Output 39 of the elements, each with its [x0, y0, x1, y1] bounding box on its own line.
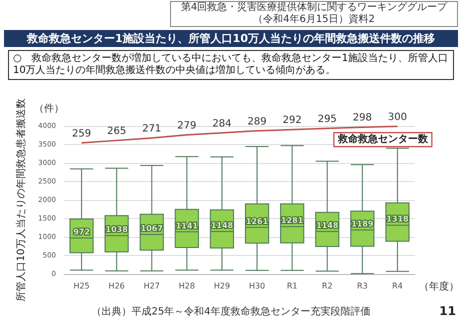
data-label: 289 — [248, 116, 267, 128]
chart-subtitle: ○ 救命救急センター数が増加している中においても、救命救急センター1施設当たり、所管人口10万人当たりの年間救急搬送件数の中央値は増加している傾向がある。 — [8, 50, 454, 80]
x-tick-label: H28 — [178, 282, 195, 290]
x-tick-label: R3 — [357, 282, 368, 290]
data-label: 292 — [282, 115, 302, 126]
y-axis-title: 所管人口10万人当たりの年間救急患者搬送数 — [14, 98, 27, 302]
x-axis-title: （年度） — [419, 280, 459, 292]
text: 1318 — [386, 214, 409, 224]
data-label: 295 — [318, 114, 337, 125]
text: 1141 — [176, 221, 198, 230]
data-label: 284 — [212, 118, 232, 130]
data-label: 271 — [142, 124, 162, 135]
x-tick-label: R4 — [392, 282, 403, 290]
x-tick-label: H29 — [214, 282, 230, 290]
text: 11 — [439, 304, 456, 318]
text: 1148 — [210, 221, 234, 230]
text: 1189 — [351, 220, 374, 229]
text: 972 — [73, 228, 90, 237]
text: 1067 — [140, 224, 163, 234]
x-tick-label: R1 — [286, 282, 298, 290]
x-tick-label: H27 — [144, 282, 160, 290]
text: （件） — [34, 104, 64, 114]
data-label: 259 — [72, 128, 92, 140]
text: 1148 — [316, 221, 338, 230]
data-label: 265 — [107, 126, 126, 137]
chart-title: 救命救急センター1施設当たり、所管人口10万人当たりの年間救急搬送件数の推移 — [4, 30, 458, 47]
data-label: 279 — [177, 120, 196, 132]
x-tick-label: H30 — [248, 282, 266, 290]
data-label: 298 — [352, 112, 372, 124]
text: 1261 — [246, 216, 268, 226]
series-label: 救命救急センター数 — [336, 133, 429, 146]
x-tick-label: R2 — [322, 282, 333, 290]
x-tick-label: H25 — [73, 282, 90, 290]
x-tick-label: H26 — [108, 282, 125, 290]
text: 1281 — [281, 216, 304, 226]
text: 1038 — [106, 225, 128, 234]
text: （出典）平成25年～令和4年度救命救急センター充実段階評価 — [91, 306, 371, 318]
data-label: 300 — [388, 112, 407, 123]
text: 第4回救急・災害医療提供体制に関するワーキンググループ（令和4年6月15日）資料2 — [170, 1, 458, 27]
